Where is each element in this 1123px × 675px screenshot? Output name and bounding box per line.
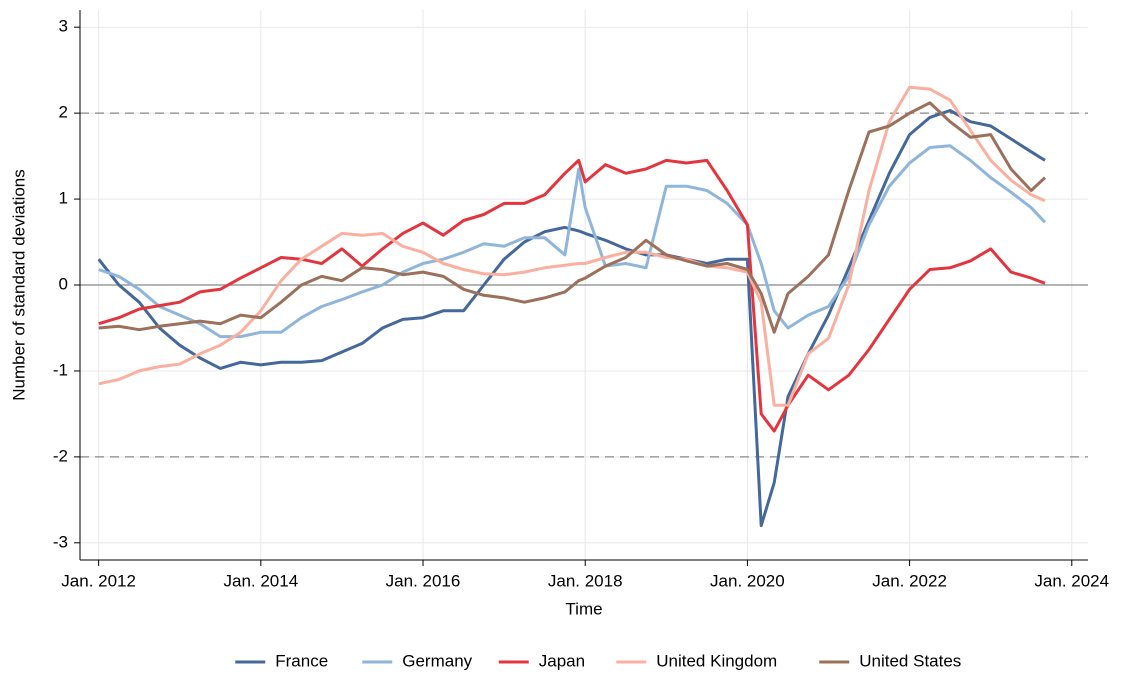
series-line <box>98 101 1047 334</box>
series-line <box>98 85 1046 407</box>
legend-label: Japan <box>539 651 585 670</box>
x-tick-label: Jan. 2014 <box>223 571 298 590</box>
y-axis-label: Number of standard deviations <box>9 169 28 401</box>
x-tick-label: Jan. 2020 <box>710 571 785 590</box>
y-tick-label: -1 <box>53 360 68 379</box>
x-tick-label: Jan. 2022 <box>872 571 947 590</box>
x-axis-label: Time <box>565 599 602 618</box>
legend-label: France <box>275 651 328 670</box>
legend-label: Germany <box>402 651 472 670</box>
series-line <box>98 144 1047 339</box>
y-tick-label: -2 <box>53 446 68 465</box>
y-tick-label: 3 <box>59 17 68 36</box>
x-tick-label: Jan. 2024 <box>1034 571 1109 590</box>
x-tick-label: Jan. 2016 <box>386 571 461 590</box>
x-tick-label: Jan. 2012 <box>61 571 136 590</box>
y-tick-label: 2 <box>59 103 68 122</box>
legend-label: United States <box>859 651 961 670</box>
legend-label: United Kingdom <box>656 651 777 670</box>
series-line <box>97 109 1046 528</box>
x-tick-label: Jan. 2018 <box>548 571 623 590</box>
y-tick-label: -3 <box>53 532 68 551</box>
y-tick-label: 1 <box>59 189 68 208</box>
y-tick-label: 0 <box>59 274 68 293</box>
series-line <box>98 158 1046 433</box>
